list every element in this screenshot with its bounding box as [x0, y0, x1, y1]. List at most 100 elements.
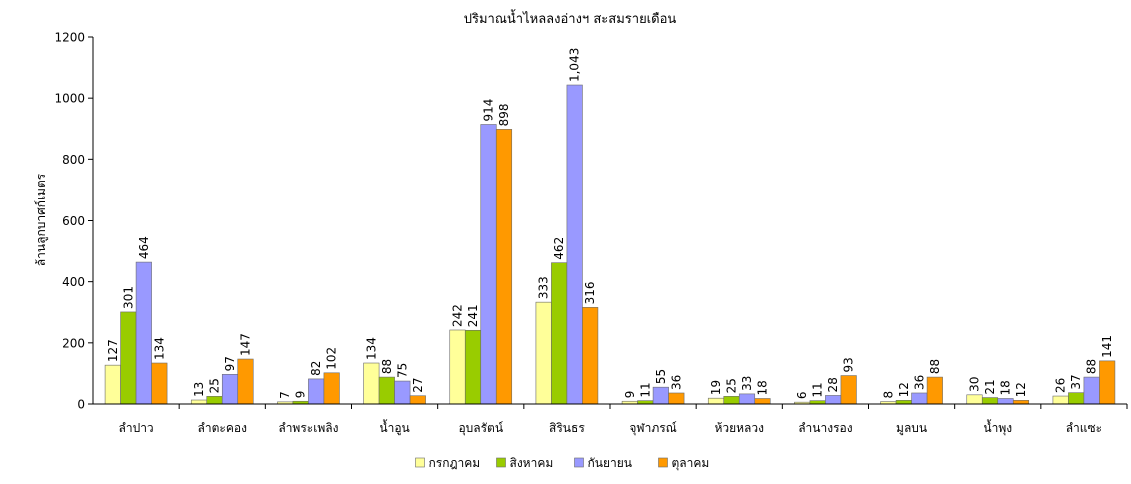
bar: [221, 374, 239, 405]
data-label: 141: [1100, 335, 1114, 358]
bar: [206, 396, 223, 405]
bar: [707, 397, 725, 405]
data-label: 36: [912, 375, 926, 390]
data-label: 55: [654, 369, 668, 384]
bars-layer: [104, 84, 1116, 405]
data-label: 11: [638, 382, 652, 397]
x-tick-label: ลำปาว: [118, 421, 153, 435]
bar: [1083, 376, 1100, 405]
data-label: 21: [983, 379, 997, 394]
bar: [464, 329, 482, 405]
data-label: 82: [309, 361, 323, 376]
bar: [895, 400, 912, 405]
data-label: 134: [152, 337, 166, 360]
data-label: 93: [842, 357, 856, 372]
legend-swatch: [658, 457, 668, 468]
x-tick-label: สิรินธร: [549, 421, 585, 435]
bar: [809, 400, 826, 405]
data-label: 1,043: [568, 48, 582, 82]
x-tick-label: ห้วยหลวง: [714, 421, 764, 435]
data-label: 464: [137, 236, 151, 259]
bar: [911, 392, 928, 405]
data-label: 134: [364, 337, 378, 360]
bar: [738, 393, 756, 405]
bar: [981, 397, 999, 405]
y-tick-label: 800: [62, 153, 85, 167]
bar: [1052, 395, 1069, 405]
data-label: 102: [325, 347, 339, 370]
bar: [840, 375, 857, 405]
data-label: 27: [411, 377, 425, 392]
data-label: 88: [380, 359, 394, 374]
data-label: 301: [121, 286, 135, 309]
legend: กรกฎาคม สิงหาคม กันยายน ตุลาคม: [415, 456, 709, 471]
bar: [1012, 400, 1030, 405]
data-label: 88: [1085, 359, 1099, 374]
data-label: 37: [1069, 374, 1083, 389]
x-tick-label: ลำนางรอง: [798, 421, 852, 435]
bar: [926, 376, 943, 405]
legend-label: สิงหาคม: [510, 456, 554, 470]
legend-swatch: [415, 457, 425, 468]
bar: [323, 372, 340, 405]
bar: [966, 394, 983, 405]
bar: [997, 398, 1014, 405]
bar: [566, 84, 583, 405]
data-label: 75: [395, 363, 409, 378]
bar: [551, 262, 568, 405]
bar: [582, 307, 599, 405]
bar: [378, 376, 395, 405]
data-label: 462: [552, 237, 566, 260]
x-tick-label: ลำแซะ: [1066, 421, 1102, 435]
x-tick-label: ลำตะคอง: [198, 421, 247, 435]
data-label: 13: [192, 382, 206, 397]
data-label: 6: [795, 392, 809, 400]
x-tick-label: จุฬาภรณ์: [629, 421, 676, 436]
y-axis-label: ล้านลูกบาศก์เมตร: [34, 173, 49, 266]
x-tick-label: มูลบน: [896, 421, 927, 436]
x-tick-label: น้ำอูน: [379, 419, 409, 436]
bar: [104, 364, 121, 405]
data-label: 898: [497, 103, 511, 126]
data-label: 147: [239, 333, 253, 356]
bar: [825, 395, 842, 405]
bar: [495, 129, 513, 405]
bar: [1068, 392, 1085, 405]
bar: [535, 301, 552, 405]
bar: [668, 392, 685, 405]
bar: [480, 124, 497, 405]
data-label: 12: [897, 382, 911, 397]
data-label: 316: [583, 281, 597, 304]
data-label: 11: [811, 382, 825, 397]
bar: [754, 398, 771, 405]
data-label: 7: [278, 391, 292, 399]
data-label: 28: [826, 377, 840, 392]
x-tick-label: อุบลรัตน์: [458, 421, 503, 436]
bar: [363, 362, 380, 405]
y-tick-label: 1200: [54, 31, 85, 45]
x-tick-label: น้ำพุง: [983, 419, 1012, 436]
bar: [151, 362, 168, 405]
bar: [637, 400, 654, 405]
data-label: 241: [466, 304, 480, 327]
axes-layer: ลำปาว ลำตะคอง ลำพระเพลิง น้ำอูน อุบลรัตน์ สิร…: [54, 31, 1128, 436]
bar: [1099, 360, 1116, 405]
data-label: 19: [709, 380, 723, 395]
data-label: 9: [294, 391, 308, 399]
bar: [449, 329, 466, 405]
legend-label: กันยายน: [588, 456, 632, 470]
y-tick-label: 1000: [54, 92, 85, 106]
legend-swatch: [496, 457, 506, 468]
data-label: 127: [106, 339, 120, 362]
data-label: 33: [740, 376, 754, 391]
data-label: 8: [881, 391, 895, 399]
y-tick-label: 200: [62, 336, 85, 350]
data-label: 18: [756, 380, 770, 395]
data-label: 30: [968, 377, 982, 392]
legend-swatch: [574, 457, 584, 468]
data-label: 18: [999, 380, 1013, 395]
x-tick-label: ลำพระเพลิง: [278, 421, 338, 435]
